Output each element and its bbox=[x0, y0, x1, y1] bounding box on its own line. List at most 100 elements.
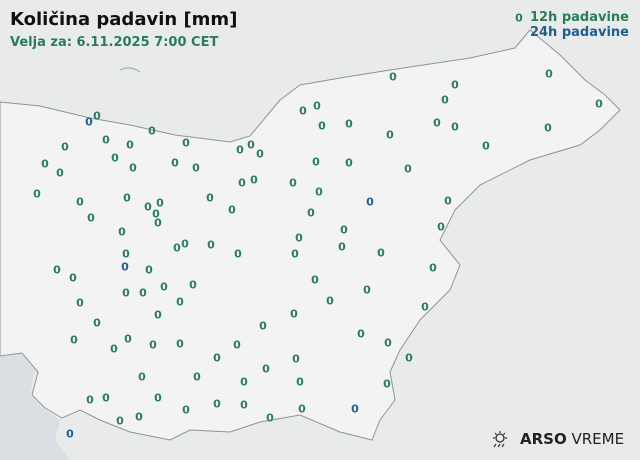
station-value[interactable]: 0 bbox=[148, 124, 156, 138]
station-value[interactable]: 0 bbox=[139, 286, 147, 300]
station-value[interactable]: 0 bbox=[451, 78, 459, 92]
station-value[interactable]: 0 bbox=[121, 260, 129, 274]
station-value[interactable]: 0 bbox=[176, 295, 184, 309]
station-value[interactable]: 0 bbox=[444, 194, 452, 208]
station-value[interactable]: 0 bbox=[118, 225, 126, 239]
station-value[interactable]: 0 bbox=[247, 138, 255, 152]
station-value[interactable]: 0 bbox=[189, 278, 197, 292]
station-value[interactable]: 0 bbox=[545, 67, 553, 81]
station-value[interactable]: 0 bbox=[66, 427, 74, 441]
station-value[interactable]: 0 bbox=[404, 162, 412, 176]
station-value[interactable]: 0 bbox=[421, 300, 429, 314]
station-value[interactable]: 0 bbox=[292, 352, 300, 366]
station-value[interactable]: 0 bbox=[266, 411, 274, 425]
station-value[interactable]: 0 bbox=[102, 133, 110, 147]
station-value[interactable]: 0 bbox=[181, 237, 189, 251]
station-value[interactable]: 0 bbox=[326, 294, 334, 308]
station-value[interactable]: 0 bbox=[173, 241, 181, 255]
station-value[interactable]: 0 bbox=[441, 93, 449, 107]
station-value[interactable]: 0 bbox=[182, 403, 190, 417]
station-value[interactable]: 0 bbox=[116, 414, 124, 428]
station-value[interactable]: 0 bbox=[160, 280, 168, 294]
station-value[interactable]: 0 bbox=[76, 195, 84, 209]
station-value[interactable]: 0 bbox=[85, 115, 93, 129]
station-value[interactable]: 0 bbox=[70, 333, 78, 347]
station-value[interactable]: 0 bbox=[357, 327, 365, 341]
station-value[interactable]: 0 bbox=[53, 263, 61, 277]
station-value[interactable]: 0 bbox=[298, 402, 306, 416]
station-value[interactable]: 0 bbox=[429, 261, 437, 275]
station-value[interactable]: 0 bbox=[156, 196, 164, 210]
station-value[interactable]: 0 bbox=[122, 247, 130, 261]
station-value[interactable]: 0 bbox=[240, 375, 248, 389]
station-value[interactable]: 0 bbox=[122, 286, 130, 300]
station-value[interactable]: 0 bbox=[41, 157, 49, 171]
station-value[interactable]: 0 bbox=[240, 398, 248, 412]
station-value[interactable]: 0 bbox=[515, 11, 523, 25]
station-value[interactable]: 0 bbox=[87, 211, 95, 225]
station-value[interactable]: 0 bbox=[384, 336, 392, 350]
station-value[interactable]: 0 bbox=[345, 117, 353, 131]
station-value[interactable]: 0 bbox=[56, 166, 64, 180]
station-value[interactable]: 0 bbox=[206, 191, 214, 205]
station-value[interactable]: 0 bbox=[366, 195, 374, 209]
station-value[interactable]: 0 bbox=[291, 247, 299, 261]
station-value[interactable]: 0 bbox=[250, 173, 258, 187]
station-value[interactable]: 0 bbox=[86, 393, 94, 407]
station-value[interactable]: 0 bbox=[307, 206, 315, 220]
station-value[interactable]: 0 bbox=[144, 200, 152, 214]
station-value[interactable]: 0 bbox=[33, 187, 41, 201]
station-value[interactable]: 0 bbox=[111, 151, 119, 165]
station-value[interactable]: 0 bbox=[154, 216, 162, 230]
station-value[interactable]: 0 bbox=[595, 97, 603, 111]
station-value[interactable]: 0 bbox=[76, 296, 84, 310]
station-value[interactable]: 0 bbox=[207, 238, 215, 252]
station-value[interactable]: 0 bbox=[315, 185, 323, 199]
station-value[interactable]: 0 bbox=[213, 397, 221, 411]
station-value[interactable]: 0 bbox=[363, 283, 371, 297]
station-value[interactable]: 0 bbox=[213, 351, 221, 365]
station-value[interactable]: 0 bbox=[256, 147, 264, 161]
station-value[interactable]: 0 bbox=[182, 136, 190, 150]
station-value[interactable]: 0 bbox=[544, 121, 552, 135]
station-value[interactable]: 0 bbox=[259, 319, 267, 333]
station-value[interactable]: 0 bbox=[290, 307, 298, 321]
station-value[interactable]: 0 bbox=[135, 410, 143, 424]
station-value[interactable]: 0 bbox=[93, 316, 101, 330]
station-value[interactable]: 0 bbox=[61, 140, 69, 154]
station-value[interactable]: 0 bbox=[233, 338, 241, 352]
station-value[interactable]: 0 bbox=[193, 370, 201, 384]
station-value[interactable]: 0 bbox=[311, 273, 319, 287]
station-value[interactable]: 0 bbox=[234, 247, 242, 261]
station-value[interactable]: 0 bbox=[145, 263, 153, 277]
station-value[interactable]: 0 bbox=[171, 156, 179, 170]
station-value[interactable]: 0 bbox=[123, 191, 131, 205]
station-value[interactable]: 0 bbox=[93, 109, 101, 123]
station-value[interactable]: 0 bbox=[149, 338, 157, 352]
station-value[interactable]: 0 bbox=[437, 220, 445, 234]
station-value[interactable]: 0 bbox=[176, 337, 184, 351]
station-value[interactable]: 0 bbox=[299, 104, 307, 118]
station-value[interactable]: 0 bbox=[313, 99, 321, 113]
station-value[interactable]: 0 bbox=[238, 176, 246, 190]
station-value[interactable]: 0 bbox=[296, 375, 304, 389]
station-value[interactable]: 0 bbox=[110, 342, 118, 356]
station-value[interactable]: 0 bbox=[262, 362, 270, 376]
station-value[interactable]: 0 bbox=[154, 308, 162, 322]
station-value[interactable]: 0 bbox=[124, 332, 132, 346]
station-value[interactable]: 0 bbox=[126, 138, 134, 152]
station-value[interactable]: 0 bbox=[236, 143, 244, 157]
station-value[interactable]: 0 bbox=[318, 119, 326, 133]
station-value[interactable]: 0 bbox=[338, 240, 346, 254]
station-value[interactable]: 0 bbox=[345, 156, 353, 170]
station-value[interactable]: 0 bbox=[386, 128, 394, 142]
station-value[interactable]: 0 bbox=[351, 402, 359, 416]
station-value[interactable]: 0 bbox=[289, 176, 297, 190]
station-value[interactable]: 0 bbox=[152, 207, 160, 221]
station-value[interactable]: 0 bbox=[451, 120, 459, 134]
station-value[interactable]: 0 bbox=[69, 271, 77, 285]
station-value[interactable]: 0 bbox=[405, 351, 413, 365]
station-value[interactable]: 0 bbox=[138, 370, 146, 384]
station-value[interactable]: 0 bbox=[312, 155, 320, 169]
station-value[interactable]: 0 bbox=[228, 203, 236, 217]
